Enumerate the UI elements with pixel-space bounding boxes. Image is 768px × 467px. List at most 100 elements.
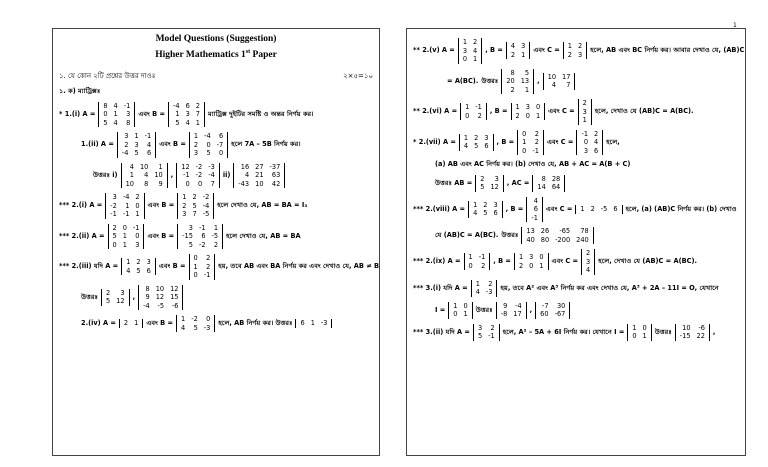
matrix-entry: 2 [518,261,524,270]
matrix-entry: -15 [182,232,193,241]
matrix-entry: 4 [533,196,538,205]
question-line: যে (AB)C = A(BC). উত্তরঃ 13 26 -65 78 40 80 -200… [435,227,739,244]
matrix-row: -15 6 -5 [179,232,221,241]
matrix-entry: 3 [586,257,591,266]
matrix-entry: 0 [468,261,473,270]
matrix-entry: 8 [145,284,150,293]
matrix-entry: 3 [135,240,140,249]
matrix-entry: 0 [453,310,458,318]
matrix-entry: -5 [211,232,219,241]
matrix-entry: 0 [135,201,140,210]
matrix-entry: 8 [541,174,546,183]
matrix-row: -43 10 42 [235,180,283,189]
question-line: *** 3.(i) যদি A = 1 2 4 -3 হয়, তবে A² এবং A³… [413,279,739,297]
matrix-entry: 4 [113,118,118,127]
matrix-row: 3 [580,108,590,117]
matrix: 12 -2 -3 -1 -2 -4 0 0 7 [176,162,220,189]
question-line: উত্তরঃ AB = 2 3 5 12, AC = 8 28 14 64 [435,174,739,192]
text: , [712,327,716,336]
matrix-entry: 1 [310,319,315,328]
matrix-entry: -8 [500,310,508,318]
page-number: 1 [733,22,737,29]
matrix-entry: 5 [480,183,485,191]
text: এবং B = [159,140,186,149]
matrix-entry: 4 [473,46,478,55]
matrix-entry: 1 [193,132,199,141]
matrix-entry: 0 [632,332,637,340]
matrix-entry: -1 [132,223,140,232]
matrix-entry: 7 [210,179,215,188]
matrix-entry: 22 [696,332,705,340]
text: এবং B = [146,319,173,328]
matrix-entry: 40 [526,235,535,244]
matrix-entry: 1 [180,315,186,324]
text: হলে, [606,137,620,146]
matrix-entry: 2 [124,140,129,149]
matrix-entry: -1 [183,171,190,180]
matrix-entry: -2 [195,171,203,180]
matrix-entry: 3 [493,200,498,209]
matrix: 16 27 -37 4 21 63 -43 10 42 [233,162,286,189]
text: হলে, AB নির্ণয় কর। উত্তরঃ [218,319,293,328]
matrix-row: -4 6 2 [170,102,203,111]
matrix-entry: 6 [484,142,489,151]
matrix-entry: 3 [578,50,583,59]
matrix-entry: 17 [513,310,522,318]
text: যে (AB)C = A(BC). [435,231,499,239]
matrix-entry: 28 [551,174,561,183]
matrix-entry: 0 [193,271,198,280]
matrix-entry: 8 [510,68,515,77]
matrix-entry: 6 [613,205,618,213]
matrix-row: -4 -5 -6 [140,302,181,311]
matrix-row: 2 0 -7 [191,141,226,150]
text: ** 2.(vi) A = [413,107,458,116]
matrix-entry: 10 [139,162,149,171]
matrix-row: 3 -4 2 [107,193,142,202]
matrix-row: 4 5 -3 [178,324,213,333]
text: = A(BC). [447,76,479,85]
matrix-entry: -2 [191,315,198,324]
matrix-entry: 2 [534,129,539,138]
matrix-entry: -2 [202,193,210,202]
question-line: *** 2.(ii) A =2 0 -1 5 1 0 0 1 3এবং B =3 -1 1 -15 6-… [59,223,373,250]
matrix-entry: 1 [567,42,572,51]
matrix-entry: 4 [594,138,599,146]
text: ** 2.(v) A = [413,46,455,55]
text: হলে দেখাও যে, AB = BA = I₃ [217,201,308,210]
matrix-entry: -200 [555,235,571,244]
matrix-entry: 4 [144,171,149,180]
matrix-entry: -4 [122,193,130,202]
matrix-entry: 1 [113,110,118,119]
text: উত্তরঃ [81,292,98,301]
matrix-row: -1 -2 -4 [178,171,218,180]
matrix-row: 20 13 [503,77,532,86]
text: *** 2.(viii) A = [413,204,466,213]
matrix-row: 8 10 12 [140,285,181,294]
matrix-entry: 4 [147,140,152,149]
matrix: 6 1 -3 [295,319,333,328]
text: ii) [222,170,231,179]
text: * 2.(vii) A = [413,137,456,146]
matrix-entry: 13 [526,227,535,235]
matrix: 3 1 -1 2 3 4 -4 5 6 [116,132,157,158]
matrix-entry: 80 [540,235,550,244]
matrix-entry: 1 [125,201,130,210]
matrix-row: 40 80 -200 240 [523,236,591,245]
matrix-entry: 64 [551,183,561,191]
matrix-entry: -4 [208,171,215,180]
matrix-entry: -2 [195,162,203,171]
matrix-row: 6 [528,205,541,214]
matrix-entry: 27 [255,162,264,171]
matrix-entry: 26 [540,227,550,235]
matrix-entry: 6 [493,209,498,218]
text: , B = [496,137,515,146]
text: , B = [505,204,524,213]
